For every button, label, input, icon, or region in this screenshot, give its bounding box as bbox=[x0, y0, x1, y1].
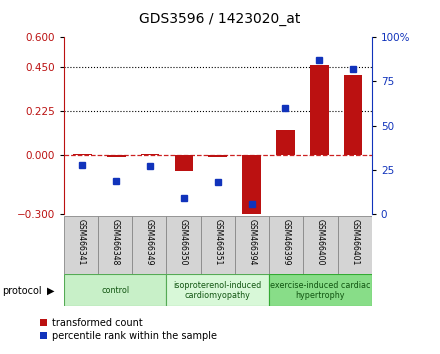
Text: protocol: protocol bbox=[2, 286, 42, 296]
Bar bbox=[269, 216, 303, 274]
Bar bbox=[132, 216, 166, 274]
Text: GSM466350: GSM466350 bbox=[179, 219, 188, 266]
Legend: transformed count, percentile rank within the sample: transformed count, percentile rank withi… bbox=[40, 318, 217, 341]
Text: GSM466401: GSM466401 bbox=[350, 219, 359, 265]
Bar bbox=[303, 216, 337, 274]
Text: exercise-induced cardiac
hypertrophy: exercise-induced cardiac hypertrophy bbox=[270, 281, 371, 300]
Bar bbox=[201, 216, 235, 274]
Bar bbox=[64, 274, 166, 306]
Text: GSM466348: GSM466348 bbox=[110, 219, 120, 265]
Bar bbox=[166, 274, 269, 306]
Text: control: control bbox=[101, 286, 129, 295]
Text: GSM466349: GSM466349 bbox=[145, 219, 154, 266]
Text: isoproterenol-induced
cardiomyopathy: isoproterenol-induced cardiomyopathy bbox=[174, 281, 262, 300]
Text: GSM466400: GSM466400 bbox=[316, 219, 325, 266]
Text: GSM466341: GSM466341 bbox=[77, 219, 85, 265]
Bar bbox=[242, 155, 261, 218]
Bar bbox=[98, 216, 132, 274]
Bar bbox=[344, 75, 363, 155]
Text: GDS3596 / 1423020_at: GDS3596 / 1423020_at bbox=[139, 12, 301, 27]
Text: GSM466394: GSM466394 bbox=[248, 219, 257, 266]
Bar bbox=[235, 216, 269, 274]
Bar bbox=[310, 65, 329, 155]
Bar bbox=[141, 154, 159, 155]
Text: ▶: ▶ bbox=[47, 286, 55, 296]
Bar bbox=[73, 154, 92, 155]
Bar bbox=[166, 216, 201, 274]
Bar bbox=[337, 216, 372, 274]
Bar bbox=[175, 155, 193, 171]
Bar bbox=[269, 274, 372, 306]
Text: GSM466351: GSM466351 bbox=[213, 219, 222, 265]
Bar bbox=[107, 155, 125, 157]
Bar bbox=[64, 216, 98, 274]
Text: GSM466399: GSM466399 bbox=[282, 219, 291, 266]
Bar bbox=[209, 155, 227, 157]
Bar bbox=[276, 130, 295, 155]
